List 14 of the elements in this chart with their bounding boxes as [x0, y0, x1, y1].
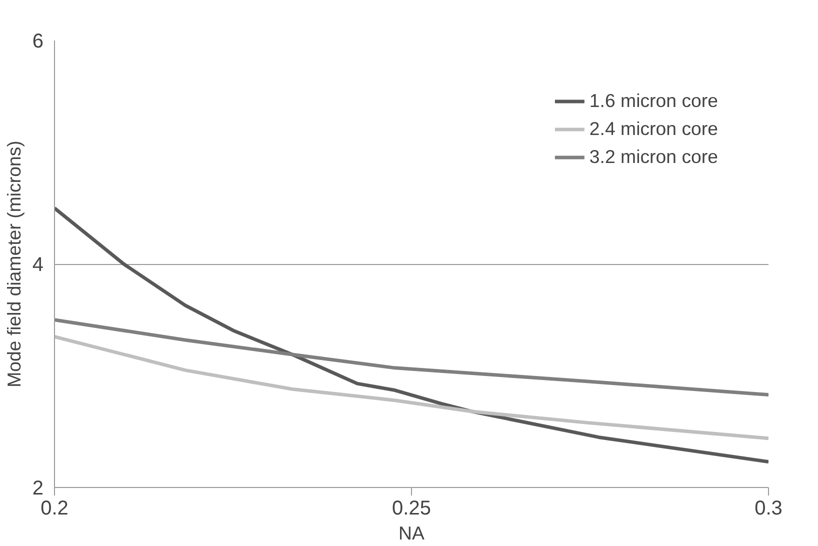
x-axis-title: NA	[398, 522, 426, 544]
line-series	[54, 206, 768, 464]
y-tick-label: 2	[32, 478, 44, 500]
y-axis-title: Mode field diameter (microns)	[3, 140, 24, 388]
y-tick-label: 6	[32, 30, 44, 52]
legend-label: 2.4 micron core	[589, 118, 718, 140]
y-tick-label: 4	[32, 254, 44, 276]
line-series	[54, 318, 768, 396]
x-tick-label: 0.25	[392, 498, 431, 520]
x-tick-label: 0.3	[754, 498, 782, 520]
legend-label: 1.6 micron core	[589, 90, 718, 112]
line-series	[54, 334, 768, 440]
x-tick-label: 0.2	[40, 498, 68, 520]
legend-label: 3.2 micron core	[589, 146, 718, 168]
